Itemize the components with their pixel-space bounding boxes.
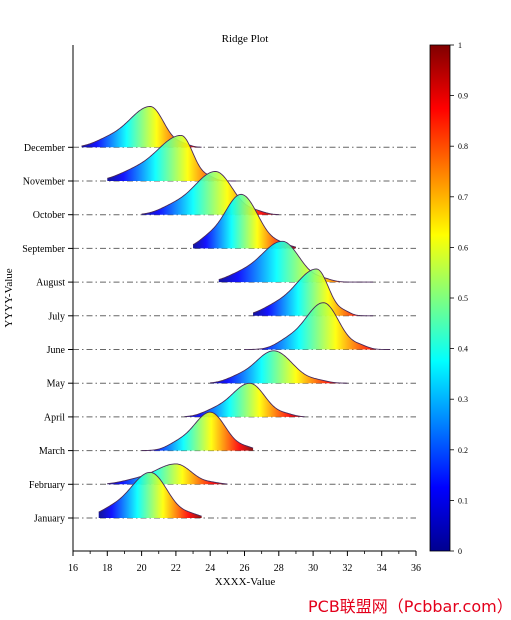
- ridges-layer: [73, 106, 416, 519]
- y-tick-label-july: July: [48, 311, 65, 322]
- ridge-february: [73, 463, 416, 485]
- x-tick-label-24: 24: [205, 563, 215, 574]
- colorbar-tick-label: 0.8: [458, 142, 468, 151]
- ridge-outline-september: [192, 193, 297, 248]
- ridge-area-june: [244, 302, 391, 350]
- x-tick-label-36: 36: [411, 563, 421, 574]
- x-tick-label-22: 22: [171, 563, 181, 574]
- ridge-july: [73, 268, 416, 317]
- ridge-area-march: [141, 412, 254, 451]
- x-tick-label-16: 16: [68, 563, 78, 574]
- colorbar: [429, 44, 451, 552]
- ridge-outline-april: [184, 382, 305, 418]
- x-axis-label: XXXX-Value: [215, 576, 276, 588]
- y-axis-ticks: January February March April May June July Augu…: [22, 143, 73, 525]
- x-tick-label-32: 32: [342, 563, 352, 574]
- x-tick-label-18: 18: [102, 563, 112, 574]
- ridge-outline-may: [210, 350, 348, 384]
- chart-title: Ridge Plot: [222, 33, 269, 45]
- colorbar-tick-label: 1: [458, 41, 462, 50]
- ridge-outline-june: [244, 302, 391, 350]
- y-tick-label-november: November: [23, 177, 66, 188]
- y-tick-label-september: September: [22, 244, 65, 255]
- ridge-area-april: [184, 383, 305, 417]
- ridge-outline-july: [252, 268, 374, 317]
- colorbar-tick-label: 0.2: [458, 446, 468, 455]
- colorbar-tick-label: 0.4: [458, 345, 468, 354]
- y-axis-label: YYYY-Value: [3, 268, 15, 327]
- colorbar-tick-label: 0: [458, 547, 462, 556]
- y-tick-label-january: January: [34, 514, 65, 525]
- y-tick-label-march: March: [39, 446, 65, 457]
- x-axis-ticks: 16 18 20 22 24 26 28 30 32 34 36: [68, 551, 421, 574]
- ridge-september: [73, 193, 416, 249]
- ridge-december: [73, 106, 416, 148]
- ridge-january: [73, 471, 416, 519]
- y-tick-label-october: October: [33, 210, 66, 221]
- ridge-area-february: [107, 463, 228, 485]
- ridge-may: [73, 350, 416, 384]
- ridge-area-december: [81, 106, 202, 148]
- ridge-august: [73, 240, 416, 283]
- x-tick-label-28: 28: [274, 563, 284, 574]
- watermark: PCB联盟网（Pcbbar.com）: [308, 597, 511, 616]
- x-tick-label-34: 34: [377, 563, 387, 574]
- ridge-area-may: [210, 350, 348, 384]
- ridge-area-january: [98, 472, 202, 518]
- ridge-area-november: [107, 135, 236, 181]
- y-tick-label-february: February: [29, 480, 65, 491]
- ridge-outline-august: [218, 240, 374, 283]
- ridge-march: [73, 411, 416, 452]
- colorbar-ticks: 0 0.1 0.2 0.3 0.4 0.5 0.6 0.7 0.8 0.9 1: [450, 41, 468, 556]
- x-tick-label-30: 30: [308, 563, 318, 574]
- x-tick-label-26: 26: [240, 563, 250, 574]
- ridge-outline-january: [98, 471, 202, 517]
- colorbar-tick-label: 0.3: [458, 395, 468, 404]
- y-tick-label-april: April: [44, 412, 65, 423]
- y-tick-label-june: June: [47, 345, 66, 356]
- y-tick-label-december: December: [24, 143, 66, 154]
- colorbar-tick-label: 0.1: [458, 496, 468, 505]
- ridge-outline-march: [141, 411, 254, 452]
- x-tick-label-20: 20: [137, 563, 147, 574]
- colorbar-tick-label: 0.6: [458, 243, 468, 252]
- y-tick-label-may: May: [47, 379, 65, 390]
- colorbar-tick-label: 0.7: [458, 193, 468, 202]
- ridge-outline-february: [107, 463, 228, 485]
- ridge-area-july: [253, 268, 374, 316]
- colorbar-tick-label: 0.9: [458, 92, 468, 101]
- colorbar-tick-label: 0.5: [458, 294, 468, 303]
- y-tick-label-august: August: [36, 278, 65, 289]
- ridge-june: [73, 302, 416, 350]
- ridge-area-august: [218, 241, 374, 283]
- ridge-outline-october: [141, 171, 279, 216]
- ridge-april: [73, 382, 416, 418]
